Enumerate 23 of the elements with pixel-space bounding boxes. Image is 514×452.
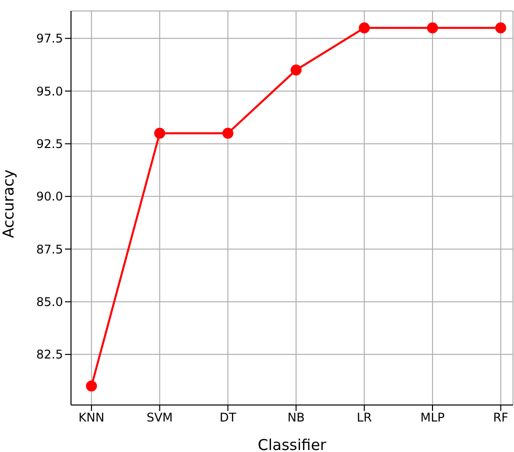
x-tick-label: DT <box>220 410 237 425</box>
y-tick-label: 87.5 <box>36 242 63 256</box>
x-tick-label: NB <box>287 410 305 425</box>
y-tick-label: 97.5 <box>36 32 63 46</box>
point <box>86 380 97 392</box>
x-tick-label: LR <box>356 410 372 425</box>
y-tick-label: 90.0 <box>36 190 63 204</box>
x-tick-label: SVM <box>146 410 173 425</box>
x-tick-label: MLP <box>420 410 445 425</box>
point <box>222 128 234 139</box>
point <box>495 22 506 34</box>
point <box>427 22 438 34</box>
y-tick-label: 95.0 <box>36 84 63 98</box>
point <box>290 64 302 76</box>
y-tick-label: 82.5 <box>36 348 63 362</box>
point <box>358 22 370 34</box>
x-axis-title: Classifier <box>258 436 328 452</box>
x-tick-label: KNN <box>78 410 104 425</box>
y-tick-label: 85.0 <box>36 295 63 310</box>
y-tick-label: 92.5 <box>36 137 63 151</box>
y-axis-title: Accuracy <box>0 169 18 238</box>
x-tick-label: RF <box>493 410 508 425</box>
point <box>154 128 166 139</box>
